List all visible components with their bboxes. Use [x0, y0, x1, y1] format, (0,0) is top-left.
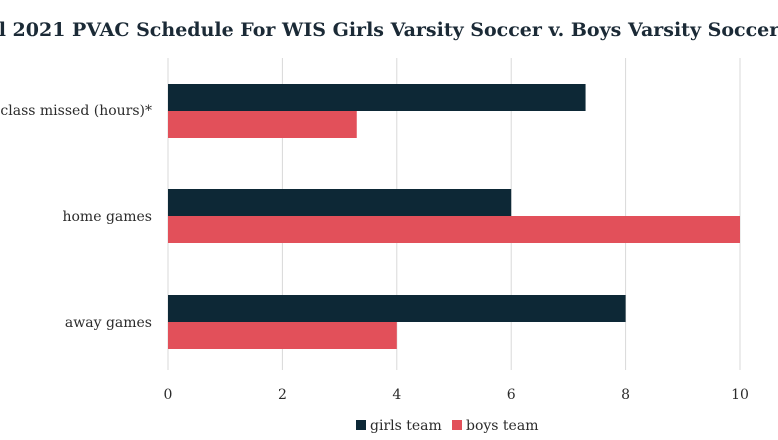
bar-boys-team-1 — [168, 216, 740, 243]
category-labels: class missed (hours)* home games away ga… — [0, 103, 152, 331]
category-label-class-missed: class missed (hours)* — [0, 103, 152, 119]
legend: girls team boys team — [356, 418, 538, 434]
bars — [168, 84, 740, 349]
legend-swatch-boys-team — [452, 420, 462, 430]
x-axis-tick-labels: 0 2 4 6 8 10 — [164, 387, 749, 403]
x-tick-label-6: 6 — [507, 387, 516, 403]
bar-girls-team-0 — [168, 84, 586, 111]
x-tick-label-10: 10 — [731, 387, 749, 403]
x-tick-label-4: 4 — [392, 387, 401, 403]
bar-girls-team-1 — [168, 189, 512, 216]
chart-title: Fall 2021 PVAC Schedule For WIS Girls Va… — [0, 19, 778, 41]
bar-boys-team-0 — [168, 111, 357, 138]
bar-girls-team-2 — [168, 295, 626, 322]
category-label-home-games: home games — [62, 209, 152, 225]
category-label-away-games: away games — [65, 315, 152, 331]
x-tick-label-8: 8 — [621, 387, 630, 403]
x-tick-label-2: 2 — [278, 387, 287, 403]
legend-label-girls-team: girls team — [370, 418, 442, 434]
x-tick-label-0: 0 — [164, 387, 173, 403]
bar-boys-team-2 — [168, 322, 397, 349]
legend-label-boys-team: boys team — [466, 418, 538, 434]
legend-swatch-girls-team — [356, 420, 366, 430]
